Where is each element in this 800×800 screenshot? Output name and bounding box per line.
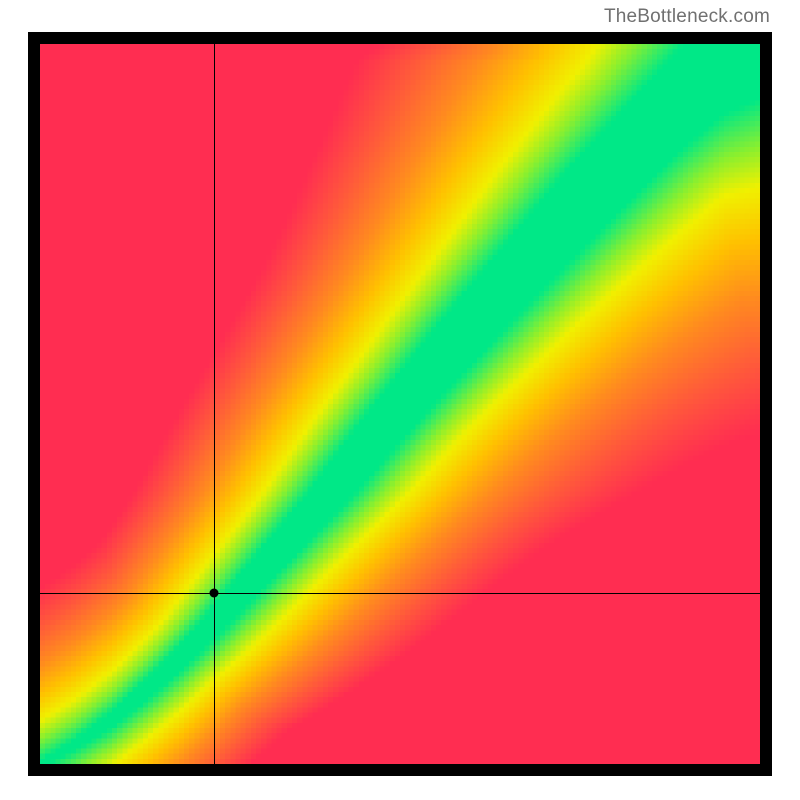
bottleneck-heatmap <box>40 44 760 764</box>
heatmap-area <box>40 44 760 764</box>
watermark-text: TheBottleneck.com <box>604 6 770 28</box>
heatmap-frame <box>28 32 772 776</box>
